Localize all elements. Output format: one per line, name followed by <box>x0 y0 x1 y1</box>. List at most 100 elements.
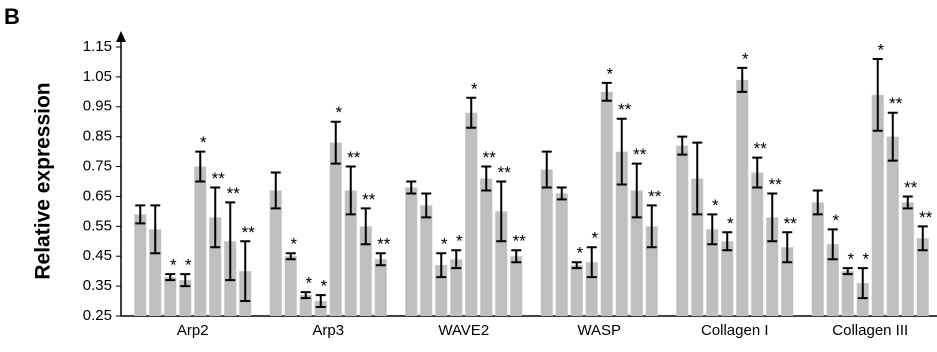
y-tick-label: 0.55 <box>83 217 112 234</box>
significance-label: * <box>591 229 598 248</box>
significance-label: ** <box>648 187 662 206</box>
x-tick-label: Collagen III <box>832 322 908 339</box>
significance-label: * <box>456 232 463 251</box>
significance-label: ** <box>633 145 647 164</box>
significance-label: * <box>576 244 583 263</box>
error-bar <box>556 186 567 201</box>
significance-label: ** <box>919 208 933 227</box>
y-axis-label: Relative expression <box>32 82 55 279</box>
bar <box>676 145 689 316</box>
bar <box>826 244 839 316</box>
y-tick-label: 0.45 <box>83 247 112 264</box>
error-bar <box>511 249 522 264</box>
bar <box>420 205 433 316</box>
y-tick-label: 0.95 <box>83 98 112 115</box>
x-tick-label: Arp3 <box>312 322 344 339</box>
error-bar <box>330 120 341 165</box>
bar <box>856 283 869 316</box>
significance-label: * <box>606 64 613 83</box>
bar <box>630 190 643 316</box>
error-bar <box>722 231 733 252</box>
bar <box>751 172 764 316</box>
bar <box>450 259 463 316</box>
panel-label: B <box>4 4 20 29</box>
bar <box>901 202 914 316</box>
error-bar <box>601 81 612 102</box>
error-bar <box>150 204 161 255</box>
error-bar <box>421 192 432 219</box>
bar <box>886 136 899 316</box>
y-tick-label: 0.35 <box>83 277 112 294</box>
error-bar <box>165 273 176 282</box>
x-tick-label: WASP <box>577 322 621 339</box>
significance-label: * <box>320 277 327 296</box>
error-bar <box>857 267 868 300</box>
y-tick-label: 0.65 <box>83 187 112 204</box>
y-tick-label: 0.25 <box>83 307 112 324</box>
bar <box>149 229 162 316</box>
bar <box>344 190 357 316</box>
significance-label: ** <box>362 190 376 209</box>
bar <box>284 256 297 316</box>
bar <box>721 241 734 316</box>
significance-label: * <box>471 79 478 98</box>
error-bar <box>767 192 778 243</box>
error-bar <box>360 207 371 246</box>
error-bar <box>872 57 883 132</box>
bar <box>691 178 704 316</box>
significance-label: ** <box>242 223 256 242</box>
error-bar <box>451 249 462 270</box>
error-bar <box>285 252 296 261</box>
error-bar <box>917 225 928 252</box>
bar <box>209 217 222 316</box>
significance-label: ** <box>513 232 527 251</box>
significance-label: ** <box>212 169 226 188</box>
significance-label: * <box>727 214 734 233</box>
significance-label: * <box>305 274 312 293</box>
y-tick-label: 0.85 <box>83 128 112 145</box>
bar <box>495 211 508 316</box>
significance-label: ** <box>377 235 391 254</box>
error-bar <box>496 180 507 243</box>
bar <box>194 166 207 316</box>
error-bar <box>375 252 386 267</box>
error-bar <box>646 204 657 249</box>
x-tick-label: Collagen I <box>701 322 769 339</box>
bar <box>510 256 523 316</box>
axis-arrow <box>116 31 126 42</box>
error-bar <box>631 162 642 219</box>
significance-label: ** <box>889 94 903 113</box>
error-bar <box>240 240 251 303</box>
error-bar <box>752 156 763 189</box>
bar <box>570 265 583 316</box>
significance-label: * <box>862 250 869 269</box>
bar <box>179 280 192 316</box>
error-bar <box>902 195 913 210</box>
error-bar <box>180 273 191 288</box>
error-bar <box>842 267 853 276</box>
significance-label: * <box>847 250 854 269</box>
error-bar <box>737 66 748 93</box>
error-bar <box>782 231 793 264</box>
error-bar <box>586 246 597 279</box>
error-bar <box>270 171 281 210</box>
bar <box>916 238 929 316</box>
significance-label: ** <box>618 100 632 119</box>
bar <box>585 262 598 316</box>
significance-label: ** <box>227 184 241 203</box>
significance-label: * <box>712 196 719 215</box>
error-bar <box>300 291 311 300</box>
error-bar <box>616 117 627 186</box>
bar <box>645 226 658 316</box>
bar <box>871 94 884 316</box>
bar <box>555 193 568 316</box>
bar <box>359 226 372 316</box>
error-bar <box>677 135 688 156</box>
error-bar <box>887 111 898 162</box>
bar <box>374 259 387 316</box>
y-tick-label: 1.05 <box>83 68 112 85</box>
bar <box>540 169 553 316</box>
bar <box>329 142 342 316</box>
